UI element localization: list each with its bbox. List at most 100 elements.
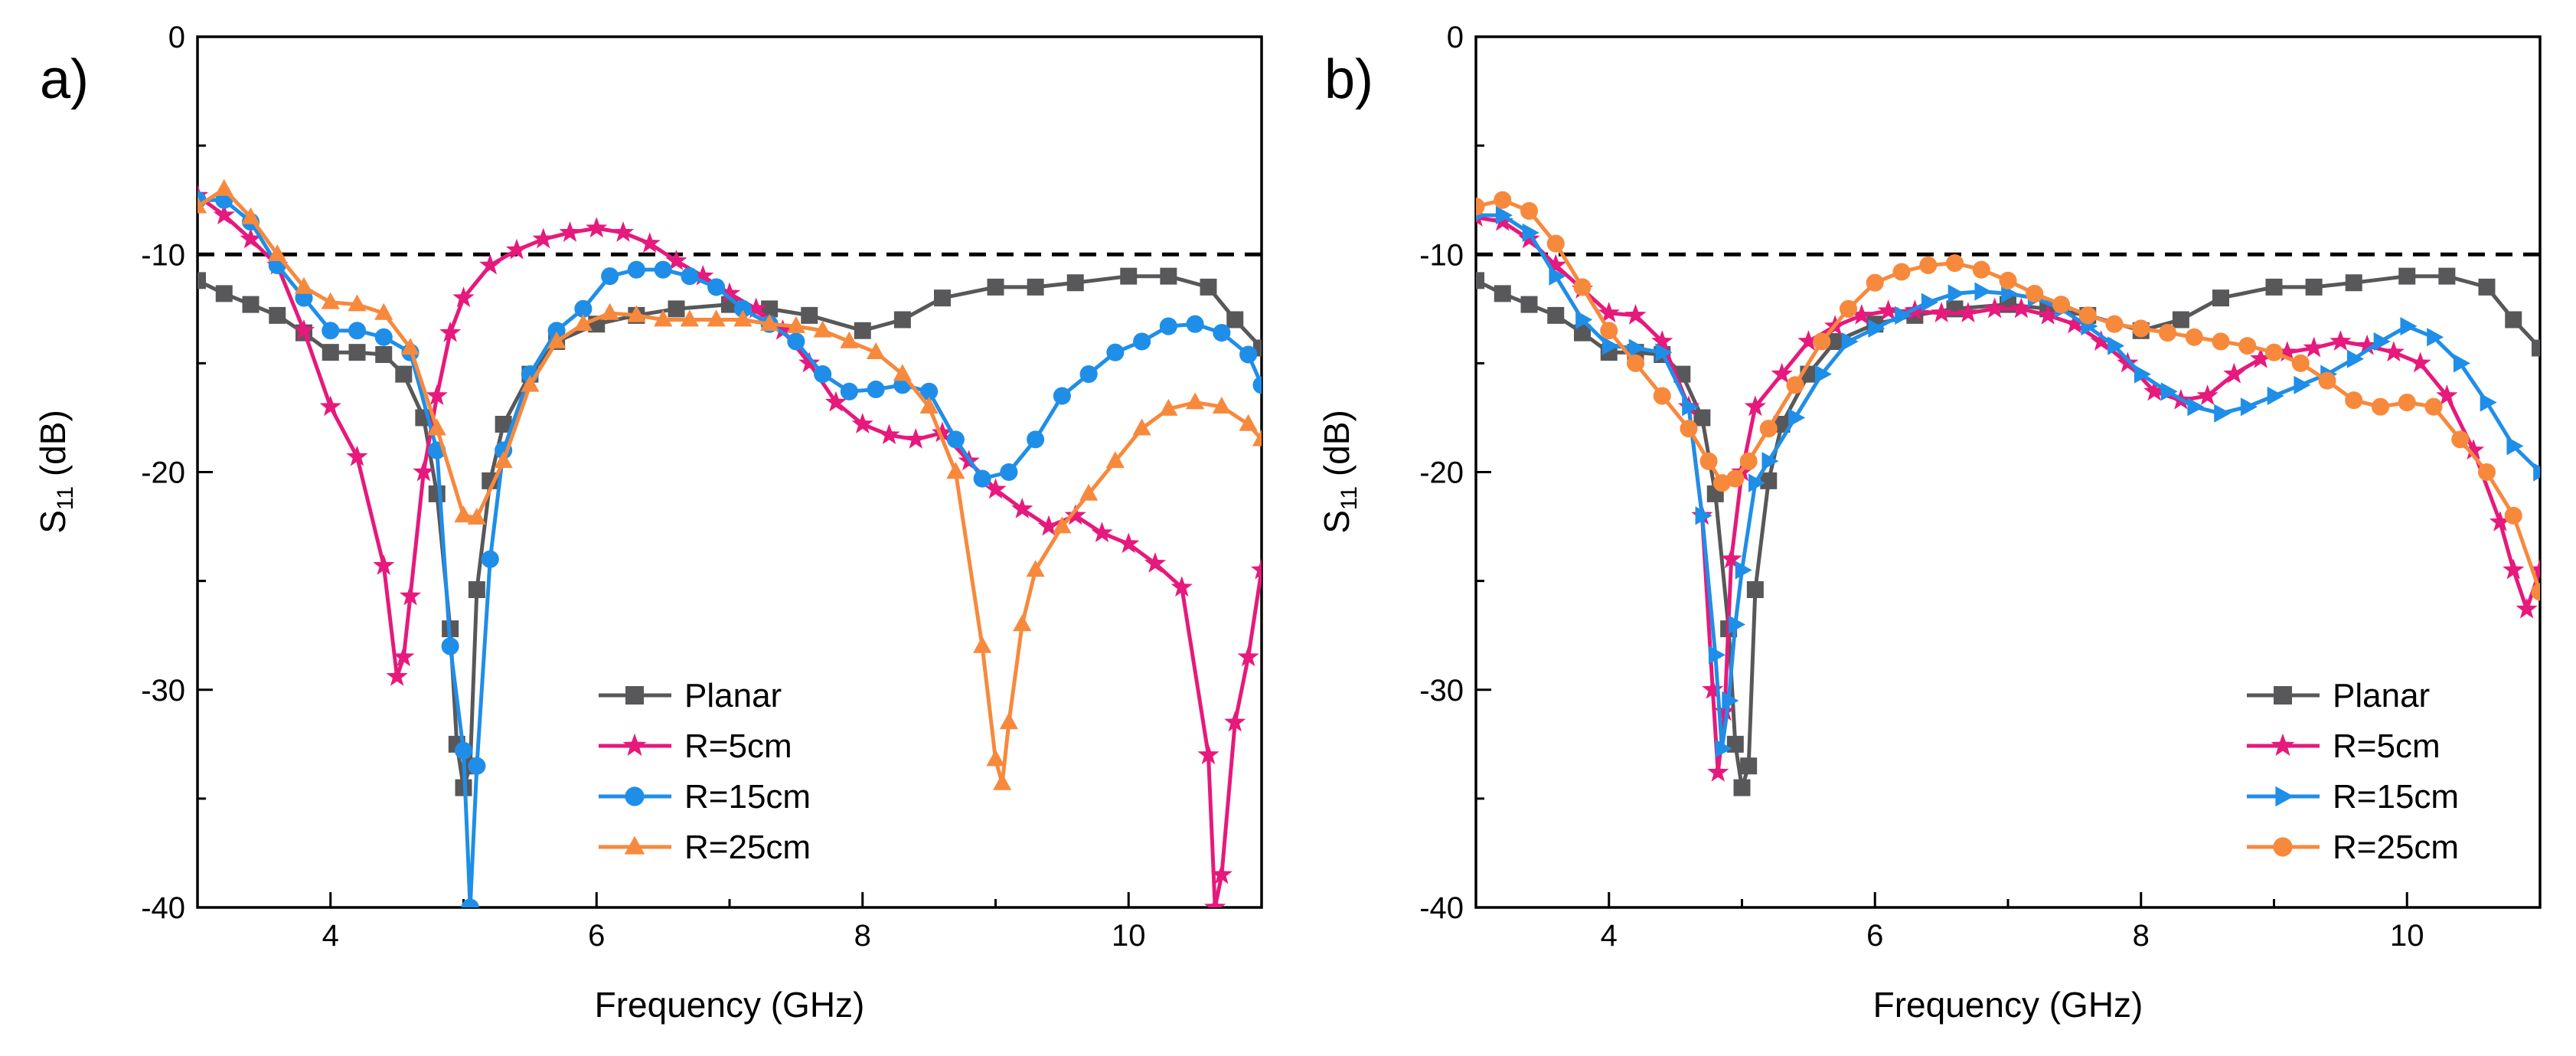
series-layer: [1476, 191, 2540, 796]
legend-marker: [625, 786, 645, 806]
data-point: [1601, 336, 1619, 355]
data-point: [2529, 558, 2540, 580]
data-point: [2107, 336, 2125, 355]
data-point: [1237, 646, 1259, 667]
data-point: [1186, 392, 1205, 410]
data-point: [2489, 511, 2511, 531]
x-axis-label: Frequency (GHz): [595, 985, 865, 1025]
y-axis-label-main: S: [1317, 510, 1357, 534]
data-point: [733, 309, 753, 327]
data-point: [1053, 516, 1072, 534]
data-point: [1064, 504, 1086, 525]
data-point: [718, 282, 741, 303]
data-point: [2132, 319, 2150, 338]
data-point: [2398, 267, 2416, 285]
data-point: [215, 285, 233, 302]
data-point: [1999, 271, 2017, 289]
data-point: [413, 460, 435, 482]
data-point: [269, 306, 286, 324]
data-point: [2382, 341, 2405, 362]
data-point: [1252, 376, 1262, 394]
data-point: [2276, 341, 2298, 362]
data-point: [2477, 463, 2496, 482]
data-point: [461, 898, 479, 907]
legend: Planar R=5cm R=15cm R=25cm: [599, 677, 811, 866]
axis-ticks: 4 6 8 10 0 -10 -20 -30 -40: [1419, 21, 2424, 953]
data-point: [2503, 558, 2525, 580]
data-point: [319, 395, 341, 417]
data-point: [2463, 439, 2485, 460]
data-point: [2438, 267, 2456, 285]
data-point: [494, 451, 513, 469]
data-point: [1945, 254, 1964, 273]
data-point: [2532, 339, 2540, 357]
data-point: [638, 232, 661, 253]
data-point: [479, 253, 501, 275]
data-point: [1494, 285, 1511, 302]
data-point: [2516, 597, 2538, 619]
data-point: [1693, 409, 1711, 427]
data-point: [1680, 420, 1698, 438]
data-point: [1748, 473, 1766, 492]
legend-label: Planar: [2333, 677, 2430, 714]
y-tick-label: -40: [141, 891, 185, 925]
data-point: [2453, 354, 2470, 373]
data-point: [973, 469, 991, 488]
y-axis-label-subscript: 11: [1337, 486, 1362, 510]
data-point: [1788, 408, 1806, 427]
data-point: [772, 319, 794, 340]
legend-label: R=5cm: [684, 727, 792, 765]
data-point: [2063, 312, 2085, 334]
data-point: [1159, 317, 1177, 335]
data-point: [2305, 278, 2323, 296]
data-point: [2214, 404, 2232, 423]
data-point: [198, 272, 206, 289]
data-point: [1213, 324, 1231, 342]
data-point: [1120, 267, 1138, 285]
data-point: [680, 309, 699, 327]
data-point: [1545, 253, 1567, 275]
data-point: [1520, 201, 1539, 220]
data-point: [1091, 521, 1113, 543]
data-point: [920, 382, 939, 400]
data-point: [1653, 387, 1671, 405]
data-point: [2531, 583, 2540, 601]
data-point: [1866, 273, 1884, 292]
data-point: [2172, 311, 2189, 329]
data-point: [654, 309, 673, 327]
data-point: [1573, 278, 1592, 296]
data-point: [1797, 330, 1820, 351]
data-point: [395, 365, 413, 383]
data-point: [1186, 315, 1204, 333]
legend-item-planar: Planar: [599, 677, 782, 714]
data-point: [1877, 299, 1899, 321]
data-point: [2345, 274, 2362, 292]
data-point: [1628, 338, 1646, 358]
data-point: [2143, 380, 2166, 401]
data-point: [348, 344, 366, 361]
data-point: [2026, 284, 2044, 302]
data-point: [2185, 328, 2203, 346]
x-tick-label: 8: [2133, 919, 2150, 953]
data-point: [2505, 311, 2522, 329]
data-point: [2303, 336, 2325, 358]
data-point: [612, 221, 635, 242]
legend: Planar R=5cm R=15cm R=25cm: [2247, 677, 2459, 866]
data-point: [2264, 343, 2284, 361]
data-point: [1224, 711, 1246, 732]
data-point: [2409, 351, 2431, 373]
data-point: [427, 418, 446, 436]
plot-frame: [196, 35, 1263, 909]
series-layer: [198, 178, 1262, 907]
legend-label: Planar: [684, 677, 782, 714]
data-point: [946, 430, 965, 449]
data-point: [1708, 646, 1725, 665]
x-tick-label: 8: [854, 919, 871, 953]
data-point: [1735, 561, 1752, 580]
legend-item-r-15cm: R=15cm: [599, 778, 811, 816]
data-point: [1715, 739, 1732, 758]
data-point: [2398, 393, 2416, 412]
y-tick-label: 0: [168, 21, 185, 54]
data-point: [321, 292, 340, 309]
